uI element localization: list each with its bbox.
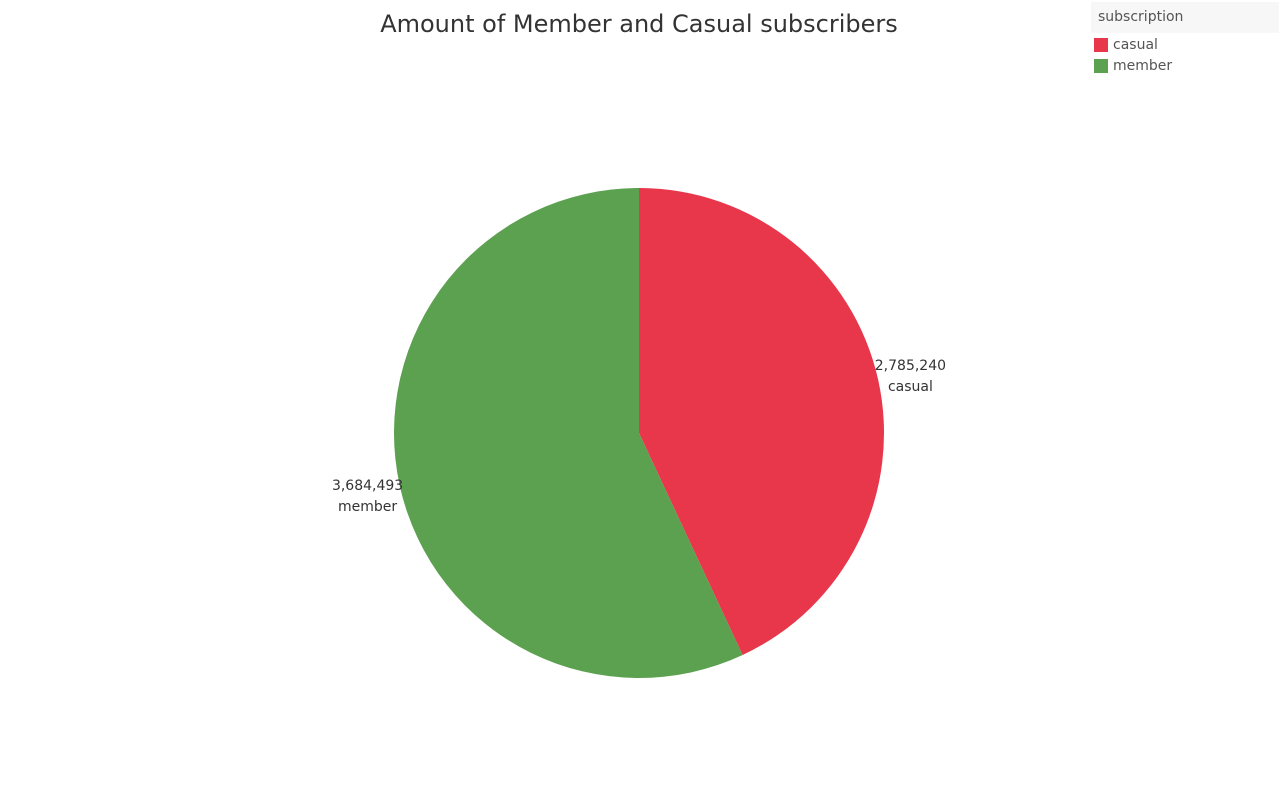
legend-title: subscription — [1091, 2, 1279, 33]
slice-category-label-casual: casual — [888, 379, 933, 395]
legend-item-casual[interactable]: casual — [1091, 35, 1279, 56]
legend-item-member[interactable]: member — [1091, 56, 1279, 77]
slice-category-label-member: member — [338, 499, 397, 515]
chart-title: Amount of Member and Casual subscribers — [380, 10, 898, 38]
slice-value-label-member: 3,684,493 — [332, 478, 403, 494]
legend[interactable]: subscription casual member — [1091, 2, 1279, 77]
slice-value-label-casual: 2,785,240 — [875, 358, 946, 374]
pie-slice-casual[interactable] — [639, 188, 884, 656]
legend-swatch-member — [1094, 59, 1108, 73]
legend-label-member: member — [1113, 58, 1173, 74]
pie-slice-member[interactable] — [393, 187, 743, 679]
legend-swatch-casual — [1094, 38, 1108, 52]
legend-label-casual: casual — [1113, 37, 1158, 53]
